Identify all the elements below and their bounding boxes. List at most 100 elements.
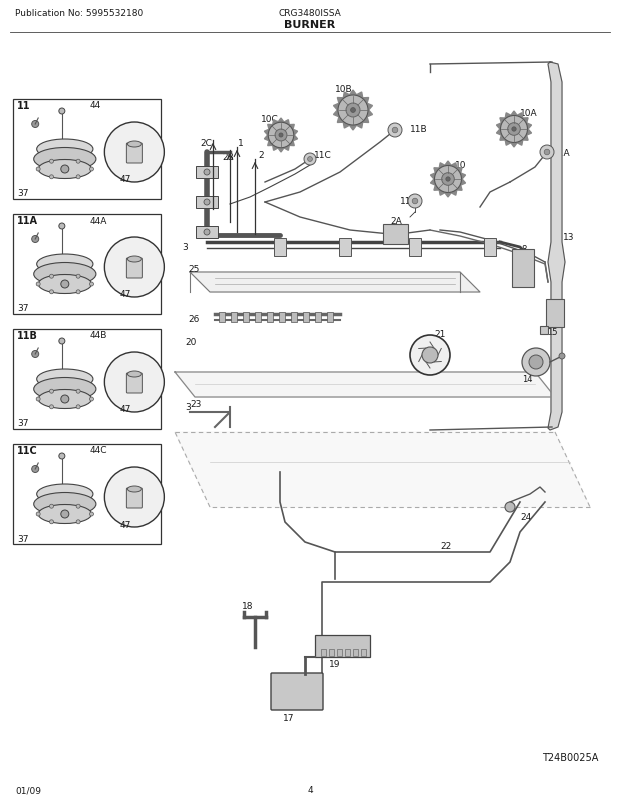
Circle shape [61,395,69,403]
Text: Publication No: 5995532180: Publication No: 5995532180 [15,9,143,18]
Text: 44A: 44A [90,217,107,225]
Text: 44C: 44C [90,446,107,455]
Ellipse shape [127,142,141,148]
Circle shape [346,104,360,118]
Text: 11A: 11A [553,148,570,157]
Circle shape [61,281,69,289]
Polygon shape [350,126,356,131]
Polygon shape [445,162,451,166]
Text: 14: 14 [522,375,533,384]
Text: 11B: 11B [410,124,428,133]
Circle shape [76,160,80,164]
Polygon shape [284,120,290,125]
Circle shape [50,176,53,180]
Bar [315,635,370,657]
Circle shape [89,168,94,172]
Polygon shape [268,125,273,130]
Text: 22: 22 [440,542,451,551]
Polygon shape [343,93,350,99]
FancyBboxPatch shape [126,488,143,508]
Circle shape [32,351,38,358]
Polygon shape [293,136,298,142]
Circle shape [388,124,402,138]
Polygon shape [451,164,457,168]
Text: 15: 15 [547,328,557,337]
Text: 25: 25 [188,264,200,273]
Text: 11C: 11C [314,150,332,160]
Polygon shape [268,142,273,147]
Polygon shape [264,130,269,136]
Circle shape [279,134,283,138]
Circle shape [76,390,80,394]
Circle shape [204,170,210,176]
Circle shape [268,123,294,148]
Text: 21: 21 [434,330,445,339]
Polygon shape [439,191,445,196]
Circle shape [500,116,528,144]
Polygon shape [367,104,373,111]
Bar [321,649,326,656]
Bar [484,239,496,257]
Circle shape [36,168,40,172]
Text: 11: 11 [17,101,30,111]
Text: 8: 8 [521,245,526,254]
Bar [540,326,548,334]
Text: 20: 20 [185,338,197,347]
Polygon shape [434,168,439,174]
Circle shape [529,355,543,370]
Bar [512,249,534,288]
Text: 2A: 2A [390,217,402,225]
Circle shape [50,405,53,409]
Circle shape [435,166,461,193]
Polygon shape [548,63,565,431]
Bar [13,330,161,429]
Circle shape [76,275,80,279]
Ellipse shape [37,255,93,274]
Bar [243,313,249,322]
Polygon shape [284,146,290,151]
Bar [409,239,421,257]
Polygon shape [517,114,523,119]
Circle shape [508,124,520,136]
Polygon shape [523,136,528,141]
Polygon shape [511,111,517,116]
Polygon shape [363,99,369,104]
Ellipse shape [37,140,93,160]
Polygon shape [526,130,531,136]
Ellipse shape [127,257,141,263]
Circle shape [412,199,418,205]
Text: 2: 2 [258,150,264,160]
Text: 3: 3 [185,403,191,412]
Text: T24B0025A: T24B0025A [542,752,598,762]
Polygon shape [526,124,531,130]
Circle shape [512,128,516,132]
Polygon shape [273,120,278,125]
FancyBboxPatch shape [271,673,323,710]
Polygon shape [356,93,363,99]
Polygon shape [500,136,505,141]
Bar [219,313,225,322]
Polygon shape [505,141,511,146]
Polygon shape [175,432,590,508]
Ellipse shape [38,275,91,294]
Bar [383,225,408,245]
Text: 11: 11 [400,197,412,206]
Polygon shape [356,123,363,129]
Circle shape [32,466,38,473]
Ellipse shape [33,148,96,172]
Bar [315,313,321,322]
Bar [255,313,261,322]
Bar [327,313,333,322]
Polygon shape [175,373,555,398]
Circle shape [89,398,94,402]
Text: 37: 37 [17,534,29,543]
Circle shape [50,290,53,294]
Circle shape [36,398,40,402]
Circle shape [50,390,53,394]
Polygon shape [278,119,284,123]
Bar [361,649,366,656]
Circle shape [408,195,422,209]
Polygon shape [457,186,462,191]
Circle shape [304,154,316,166]
Ellipse shape [127,486,141,492]
